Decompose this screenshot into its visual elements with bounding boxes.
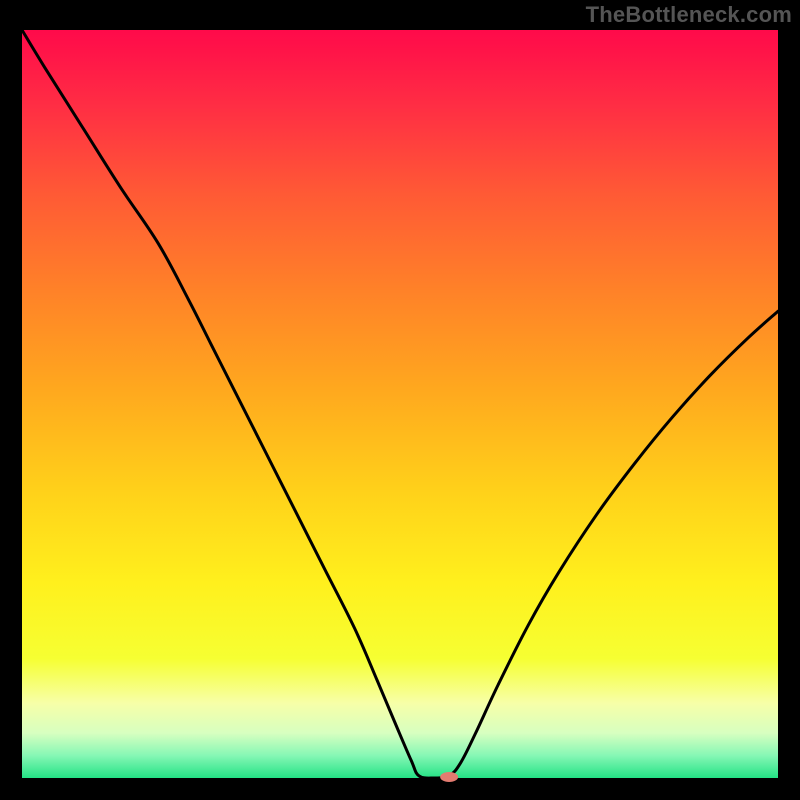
chart-plot-area [22, 30, 778, 778]
watermark-text: TheBottleneck.com [586, 2, 792, 28]
bottleneck-curve-chart [0, 0, 800, 800]
min-marker [440, 772, 458, 782]
chart-stage: TheBottleneck.com [0, 0, 800, 800]
